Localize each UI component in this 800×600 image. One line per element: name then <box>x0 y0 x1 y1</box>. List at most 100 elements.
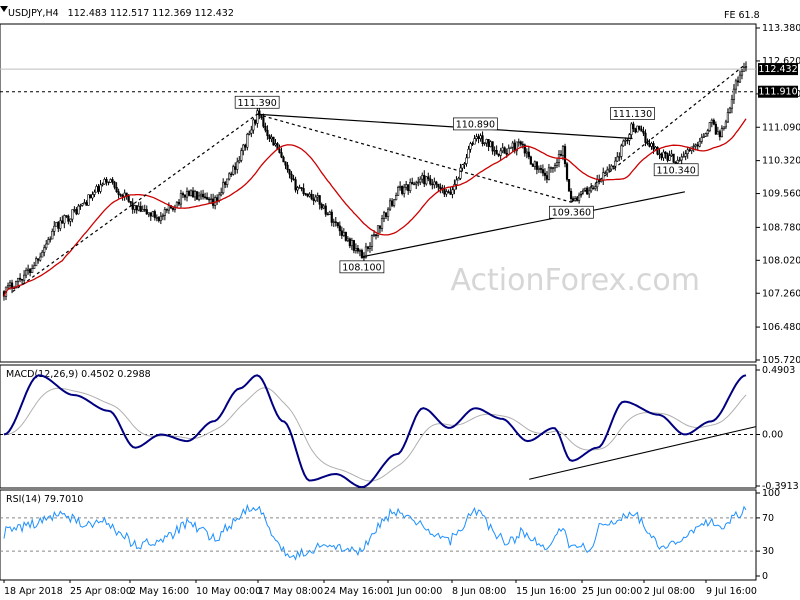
candle-body <box>521 143 524 146</box>
candle-body <box>732 88 736 100</box>
candle-body <box>71 209 74 220</box>
candle-body <box>636 125 639 133</box>
candle-body <box>604 172 607 174</box>
candle-body <box>694 144 697 147</box>
candle-body <box>386 208 390 217</box>
candle-body <box>89 194 92 199</box>
rsi-line <box>3 503 747 561</box>
candle-body <box>457 178 460 181</box>
candle-body <box>149 212 152 217</box>
candle-body <box>493 150 496 152</box>
candle-body <box>234 166 237 170</box>
candle-body <box>376 225 380 236</box>
rsi-tick-label: 100 <box>762 488 780 499</box>
candle-body <box>415 182 418 185</box>
candle-body <box>393 199 396 206</box>
candle-body <box>195 191 199 200</box>
candle-body <box>356 248 360 252</box>
candle-body <box>316 195 319 198</box>
candle-body <box>274 143 277 146</box>
candle-body <box>505 152 508 155</box>
candle-body <box>342 232 345 236</box>
rsi-tick-label: 0 <box>762 571 768 582</box>
candle-body <box>222 182 225 194</box>
candle-body <box>547 167 551 180</box>
candle-body <box>83 202 86 205</box>
candle-body <box>189 190 193 196</box>
price-annotation-label: 109.360 <box>552 208 591 219</box>
candle-body <box>238 160 241 163</box>
candle-body <box>459 167 462 179</box>
candle-body <box>18 277 22 280</box>
candle-body <box>421 175 424 180</box>
candle-body <box>489 141 492 147</box>
candle-body <box>208 198 211 201</box>
candle-body <box>654 146 657 150</box>
candle-body <box>439 186 442 190</box>
candle-body <box>453 184 456 191</box>
candle-body <box>704 133 707 137</box>
candle-body <box>575 198 579 201</box>
candle-body <box>738 74 742 83</box>
candle-body <box>710 119 713 123</box>
price-tick-label: 108.020 <box>762 255 800 266</box>
candle-body <box>77 205 80 215</box>
moving-average-line <box>3 118 747 297</box>
macd-signal-line <box>3 387 747 482</box>
candle-body <box>553 165 557 169</box>
price-tick-label: 110.320 <box>762 156 800 167</box>
candle-body <box>330 211 333 223</box>
candle-body <box>465 157 468 164</box>
candle-body <box>507 148 510 155</box>
candle-body <box>143 209 146 211</box>
candle-body <box>43 247 46 253</box>
time-tick-label: 24 May 16:00 <box>324 586 389 597</box>
candle-body <box>602 172 605 181</box>
candle-body <box>698 141 701 147</box>
candle-body <box>308 193 311 197</box>
candle-body <box>59 220 62 229</box>
candle-body <box>413 183 416 186</box>
time-tick-label: 25 Jun 00:00 <box>582 586 642 597</box>
candle-body <box>451 189 454 195</box>
candle-body <box>471 143 474 145</box>
candle-body <box>539 167 542 170</box>
candle-body <box>27 268 30 271</box>
candle-body <box>531 164 534 167</box>
candle-body <box>298 187 301 189</box>
candle-body <box>362 256 366 259</box>
candle-body <box>405 184 408 188</box>
candle-body <box>499 150 502 156</box>
candle-body <box>634 128 637 133</box>
candle-body <box>565 163 569 180</box>
candle-body <box>135 205 138 211</box>
current-price-text: 112.432 <box>758 64 797 75</box>
candle-body <box>730 99 734 109</box>
candle-body <box>483 142 486 145</box>
candle-body <box>455 179 458 185</box>
time-tick-label: 8 Jun 08:00 <box>452 586 506 597</box>
candle-body <box>742 67 746 72</box>
rsi-tick-label: 30 <box>762 546 774 557</box>
candle-body <box>286 164 289 171</box>
candle-body <box>370 235 374 247</box>
candle-body <box>344 232 347 241</box>
trendline-dash-right <box>256 113 572 203</box>
time-tick-label: 18 Apr 2018 <box>4 586 63 597</box>
candle-body <box>479 135 482 139</box>
candle-body <box>431 183 434 186</box>
candle-body <box>686 149 689 154</box>
candle-body <box>533 161 536 167</box>
dropdown-triangle-icon[interactable] <box>0 6 8 12</box>
rsi-tick-label: 70 <box>762 513 774 524</box>
candle-body <box>103 179 106 185</box>
candle-body <box>429 178 432 185</box>
candle-body <box>75 209 78 215</box>
macd-trendline <box>529 426 757 480</box>
candle-body <box>680 156 683 161</box>
candle-body <box>384 212 388 217</box>
candle-body <box>620 145 623 157</box>
candle-body <box>366 246 370 249</box>
candle-body <box>294 179 297 191</box>
